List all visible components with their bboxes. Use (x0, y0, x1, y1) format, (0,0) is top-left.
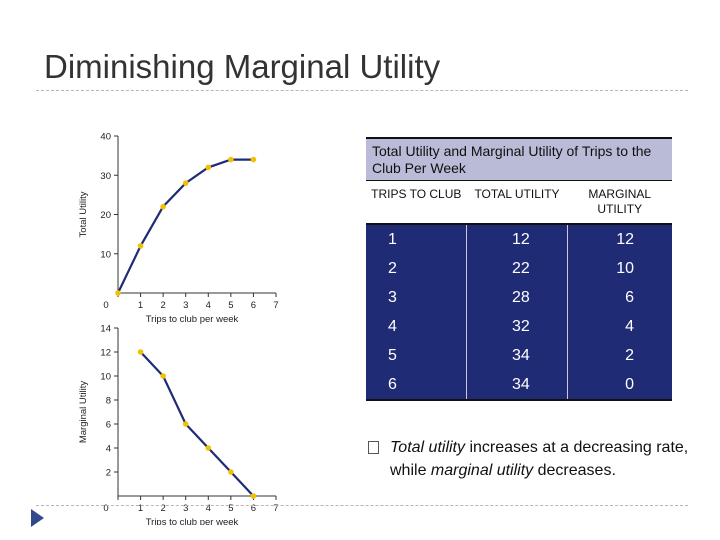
x-tick-label: 7 (273, 503, 278, 514)
cell-trips: 1 (366, 224, 467, 254)
y-axis-label: Total Utility (78, 191, 89, 237)
y-tick-label: 40 (100, 132, 111, 143)
cell-marginal-utility: 2 (567, 341, 672, 370)
table-row: 3 28 6 (366, 283, 672, 312)
cell-total-utility: 22 (466, 254, 568, 283)
cell-marginal-utility: 0 (567, 370, 672, 401)
header-total-utility: TOTAL UTILITY (466, 181, 568, 224)
table-row: 5 34 2 (366, 341, 672, 370)
data-point (182, 421, 189, 427)
title-divider (36, 90, 688, 91)
bullet-term-marginal-utility: marginal utility (430, 462, 534, 479)
x-tick-label: 7 (273, 300, 278, 311)
slide-title: Diminishing Marginal Utility (44, 48, 441, 85)
series-line (139, 351, 255, 497)
utility-table: Total Utility and Marginal Utility of Tr… (366, 137, 672, 401)
x-tick-label: 5 (228, 300, 233, 311)
bullet-text: Total utility increases at a decreasing … (390, 436, 690, 482)
cell-trips: 3 (366, 283, 467, 312)
total-utility-chart: 10 20 30 40 0 1 2 3 4 5 6 7 Trips to club per week To… (72, 128, 287, 333)
y-axis-label: Marginal Utility (78, 381, 89, 444)
table-header-row: TRIPS TO CLUB TOTAL UTILITY MARGINAL UTI… (366, 181, 672, 224)
y-tick-label: 12 (100, 348, 111, 359)
series-line (117, 158, 254, 294)
data-point (115, 290, 121, 296)
x-tick-label: 4 (206, 300, 211, 311)
y-tick-label: 8 (106, 396, 111, 407)
data-point (137, 349, 144, 355)
y-tick-label: 10 (100, 249, 111, 260)
data-point (228, 469, 234, 475)
x-axis-label: Trips to club per week (146, 517, 239, 525)
data-point (205, 164, 212, 171)
data-point (182, 180, 189, 186)
cell-total-utility: 28 (466, 283, 568, 312)
bullet-box-icon (368, 441, 379, 454)
data-point (160, 203, 166, 210)
y-tick-label: 14 (100, 324, 111, 335)
data-point (228, 156, 234, 163)
cell-trips: 4 (366, 312, 467, 341)
header-trips: TRIPS TO CLUB (366, 181, 467, 224)
cell-marginal-utility: 12 (567, 224, 672, 254)
y-tick-label: 4 (106, 444, 111, 455)
cell-marginal-utility: 4 (567, 312, 672, 341)
data-point (250, 493, 257, 499)
cell-trips: 2 (366, 254, 467, 283)
marginal-utility-chart: 2 4 6 8 10 12 14 0 1 2 3 4 5 6 7 Trips to club per week… (72, 320, 287, 526)
y-tick-label: 20 (100, 210, 111, 221)
x-tick-label: 2 (160, 300, 165, 311)
x-tick-label: 1 (138, 503, 143, 514)
x-tick-label: 0 (103, 300, 108, 311)
x-tick-label: 0 (103, 503, 108, 514)
cell-total-utility: 12 (466, 224, 568, 254)
cell-trips: 6 (366, 370, 467, 401)
cell-marginal-utility: 10 (567, 254, 672, 283)
y-tick-label: 2 (106, 468, 111, 479)
data-point (137, 243, 144, 249)
x-tick-label: 3 (183, 503, 188, 514)
slide-marker-icon (31, 509, 44, 527)
header-marginal-utility: MARGINAL UTILITY (567, 181, 672, 224)
bullet-text-part: decreases. (533, 462, 616, 479)
data-point (205, 445, 212, 451)
bullet-term-total-utility: Total utility (390, 439, 465, 456)
x-tick-label: 6 (251, 300, 256, 311)
y-tick-label: 30 (100, 171, 111, 182)
y-tick-label: 6 (106, 420, 111, 431)
x-axis-label: Trips to club per week (146, 314, 239, 325)
cell-marginal-utility: 6 (567, 283, 672, 312)
data-point (250, 156, 257, 163)
table-row: 1 12 12 (366, 224, 672, 254)
utility-data-table: TRIPS TO CLUB TOTAL UTILITY MARGINAL UTI… (366, 181, 672, 401)
y-tick-label: 10 (100, 372, 111, 383)
bullet-point: Total utility increases at a decreasing … (368, 436, 690, 482)
footer-divider (36, 505, 688, 506)
chart-svg: 10 20 30 40 0 1 2 3 4 5 6 7 Trips to club per week To… (78, 132, 279, 326)
x-tick-label: 4 (206, 503, 211, 514)
cell-total-utility: 32 (466, 312, 568, 341)
x-tick-label: 5 (228, 503, 233, 514)
cell-total-utility: 34 (466, 370, 568, 401)
data-point (160, 373, 166, 379)
x-tick-label: 1 (138, 300, 143, 311)
x-tick-label: 6 (251, 503, 256, 514)
cell-trips: 5 (366, 341, 467, 370)
table-row: 6 34 0 (366, 370, 672, 401)
x-tick-label: 2 (160, 503, 165, 514)
table-caption: Total Utility and Marginal Utility of Tr… (366, 137, 672, 181)
cell-total-utility: 34 (466, 341, 568, 370)
x-tick-label: 3 (183, 300, 188, 311)
table-row: 4 32 4 (366, 312, 672, 341)
table-row: 2 22 10 (366, 254, 672, 283)
bullet-text-part: increases at a decreasing rate, while (390, 439, 689, 479)
